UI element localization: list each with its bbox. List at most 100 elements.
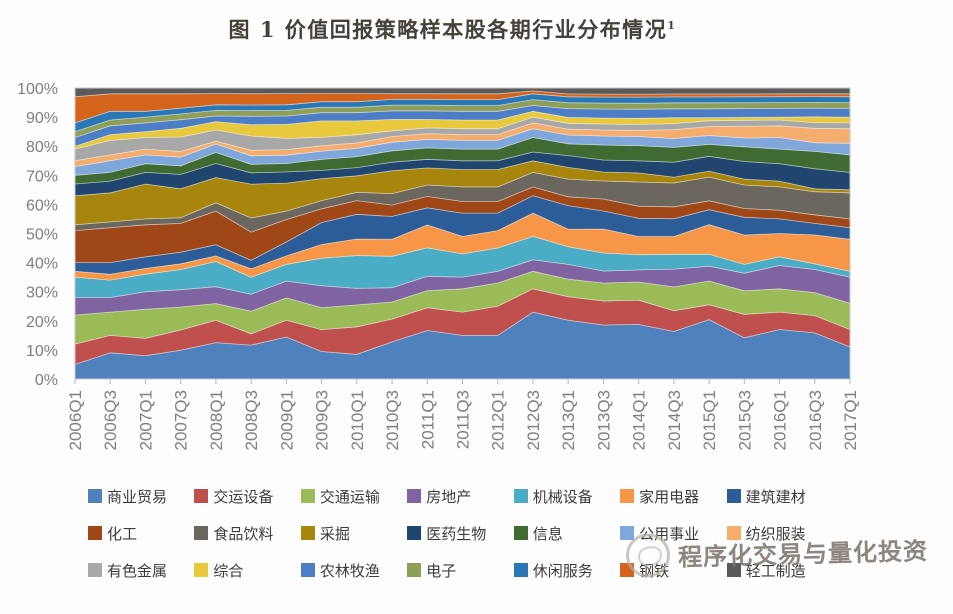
legend-item: 商业贸易 [88,484,194,508]
legend-swatch [194,489,209,503]
legend-swatch [407,563,422,577]
legend-swatch [300,563,315,577]
watermark-text: 程序化交易与量化投资 [677,537,929,572]
legend-label: 电子 [426,562,457,580]
x-axis-tick-label: 2008Q1 [207,390,226,451]
legend-label: 食品饮料 [213,525,274,543]
legend-swatch [726,563,741,577]
plot-border [74,87,851,380]
legend-item: 家用电器 [620,484,726,508]
x-axis-tick-label: 2006Q3 [101,390,120,451]
legend-label: 家用电器 [639,488,700,506]
legend-item: 机械设备 [513,484,620,508]
y-axis-tick-label: 100% [17,81,58,98]
legend-label: 信息 [532,525,563,543]
legend-label: 建筑建材 [745,488,806,506]
legend-swatch [407,526,422,540]
legend-swatch [726,489,741,503]
legend-swatch [194,526,209,540]
legend-item: 食品饮料 [194,521,300,545]
legend-swatch [726,526,741,540]
chart-title-text: 图 1 价值回报策略样本股各期行业分布情况 [228,17,668,42]
legend-swatch [300,526,315,540]
legend-item: 电子 [407,558,513,582]
legend-label: 综合 [213,562,244,580]
x-axis-tick-label: 2009Q1 [277,390,296,451]
watermark-logo-icon [625,532,671,578]
chart-legend: 商业贸易 交运设备 交通运输 房地产 机械设备 家用电器 建筑建材化工 食品饮料 采掘 医药生物 信… [88,484,833,582]
x-axis-tick-label: 2014Q1 [630,390,649,451]
legend-label: 休闲服务 [532,562,593,580]
legend-item: 信息 [513,521,620,545]
legend-label: 农林牧渔 [319,562,380,580]
x-axis-tick-label: 2013Q1 [559,390,578,451]
legend-label: 商业贸易 [107,488,168,506]
legend-label: 化工 [107,525,138,543]
x-axis-tick-label: 2014Q3 [665,390,684,451]
legend-item: 房地产 [407,484,513,508]
x-axis-tick-label: 2011Q1 [418,390,437,449]
legend-swatch [620,489,635,503]
legend-swatch [300,489,315,503]
legend-swatch [513,526,528,540]
x-axis-tick-label: 2008Q3 [242,390,261,451]
y-axis-tick-label: 60% [26,197,58,214]
x-axis-tick-label: 2010Q1 [348,390,367,451]
legend-label: 机械设备 [532,488,593,506]
legend-item: 农林牧渔 [300,558,407,582]
legend-item: 采掘 [300,521,407,545]
y-axis-tick-label: 50% [26,227,58,244]
legend-swatch [88,563,102,577]
y-axis-tick-label: 40% [26,256,58,273]
legend-item: 有色金属 [88,558,194,582]
x-axis-tick-label: 2007Q1 [136,390,155,451]
x-axis-tick-label: 2006Q1 [66,390,85,451]
legend-item: 轻工制造 [726,558,833,582]
y-axis-tick-label: 80% [26,139,58,156]
legend-item: 交通运输 [300,484,407,508]
watermark: 程序化交易与量化投资 [625,526,928,578]
y-axis-tick-label: 90% [26,110,58,127]
x-axis-tick-label: 2016Q3 [806,390,825,451]
legend-item: 建筑建材 [726,484,833,508]
x-axis-tick-label: 2010Q3 [383,390,402,451]
legend-swatch [513,563,528,577]
x-axis-tick-label: 2017Q1 [841,390,860,451]
legend-label: 医药生物 [426,525,487,543]
legend-item: 综合 [194,558,300,582]
legend-item: 医药生物 [407,521,513,545]
x-axis-tick-label: 2012Q1 [489,390,508,451]
legend-item: 化工 [88,521,194,545]
legend-swatch [513,489,528,503]
x-axis-tick-label: 2012Q3 [524,390,543,451]
legend-label: 房地产 [426,488,472,506]
legend-label: 纺织服装 [745,525,806,543]
x-axis-tick-label: 2011Q3 [454,390,473,449]
legend-label: 有色金属 [107,562,168,580]
chart-title-footnote: 1 [667,19,677,32]
x-axis-tick-label: 2007Q3 [172,390,191,451]
x-axis-tick-label: 2015Q1 [700,390,719,451]
legend-label: 轻工制造 [745,562,806,580]
legend-label: 交通运输 [319,488,380,506]
y-axis-tick-label: 30% [26,285,58,302]
y-axis-tick-label: 0% [35,372,58,389]
x-axis-tick-label: 2015Q3 [735,390,754,451]
legend-swatch [88,526,102,540]
y-axis-tick-label: 20% [26,314,58,331]
legend-item: 交运设备 [194,484,300,508]
chart-title: 图 1 价值回报策略样本股各期行业分布情况1 [0,14,905,44]
y-axis-tick-label: 70% [26,168,58,185]
legend-swatch [88,489,102,503]
legend-swatch [407,489,422,503]
x-axis-tick-label: 2016Q1 [771,390,790,451]
legend-label: 采掘 [319,525,350,543]
legend-swatch [620,526,635,540]
x-axis-tick-label: 2013Q3 [594,390,613,451]
y-axis-tick-label: 10% [26,343,58,360]
x-axis-tick-label: 2009Q3 [313,390,332,451]
legend-swatch [194,563,209,577]
legend-label: 交运设备 [213,488,274,506]
